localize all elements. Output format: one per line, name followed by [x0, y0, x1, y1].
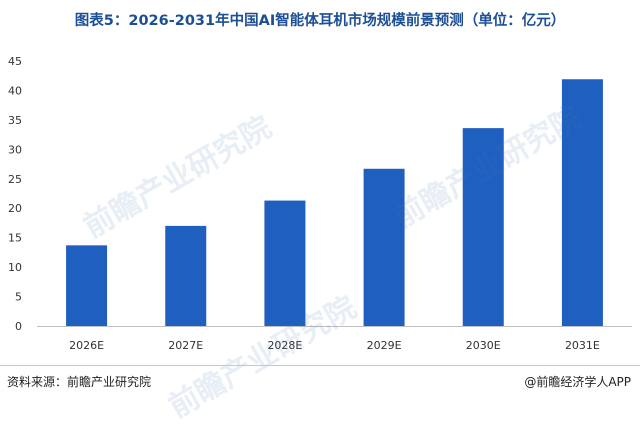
y-tick-label: 40 [8, 84, 22, 97]
bar-2031E [561, 79, 603, 326]
x-tick-label: 2027E [168, 339, 203, 352]
x-tick-label: 2026E [69, 339, 104, 352]
y-tick-label: 5 [15, 291, 22, 304]
x-tick-label: 2030E [466, 339, 501, 352]
y-tick-label: 15 [8, 232, 22, 245]
y-tick-label: 10 [8, 261, 22, 274]
footer-divider [0, 365, 640, 366]
bar-2028E [264, 200, 306, 326]
bar-2027E [165, 225, 207, 326]
x-tick-label: 2029E [367, 339, 402, 352]
bar-chart: 0 5 10 15 20 25 30 35 40 45 2026E 2027E 2028E 2029E 20… [8, 55, 632, 352]
source-note: 资料来源：前瞻产业研究院 [7, 375, 152, 389]
bar-2029E [363, 168, 405, 326]
y-tick-label: 35 [8, 114, 22, 127]
chart-title: 图表5：2026-2031年中国AI智能体耳机市场规模前景预测（单位：亿元） [74, 13, 566, 29]
y-tick-label: 0 [15, 320, 22, 333]
bar-2026E [66, 245, 108, 326]
bar-2030E [462, 128, 504, 326]
y-tick-label: 30 [8, 143, 22, 156]
y-tick-label: 20 [8, 202, 22, 215]
y-tick-label: 25 [8, 173, 22, 186]
x-tick-label: 2031E [565, 339, 600, 352]
credit-note: @前瞻经济学人APP [524, 375, 631, 389]
x-tick-label: 2028E [267, 339, 302, 352]
y-tick-label: 45 [8, 55, 22, 68]
